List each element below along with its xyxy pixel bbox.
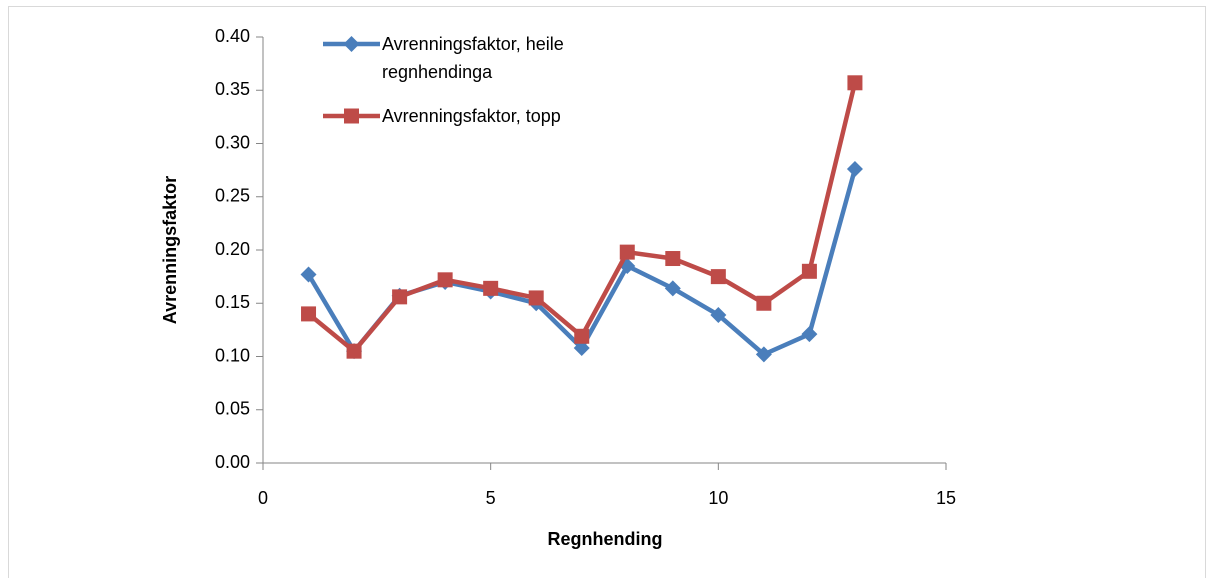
data-point	[710, 306, 727, 323]
data-point	[573, 339, 590, 356]
x-tick-label: 5	[486, 488, 496, 508]
data-point	[846, 161, 863, 178]
data-point	[300, 266, 317, 283]
data-point	[528, 290, 544, 306]
y-tick-label: 0.05	[215, 399, 250, 419]
data-point	[755, 346, 772, 363]
data-point	[801, 263, 817, 279]
data-point	[665, 251, 681, 267]
data-point	[346, 343, 362, 359]
data-point	[847, 75, 863, 91]
data-point	[619, 244, 635, 260]
y-tick-label: 0.00	[215, 452, 250, 472]
data-point	[710, 269, 726, 285]
x-axis-title: Regnhending	[548, 529, 663, 549]
y-tick-label: 0.25	[215, 186, 250, 206]
y-tick-label: 0.40	[215, 26, 250, 46]
x-tick-label: 15	[936, 488, 956, 508]
y-tick-label: 0.35	[215, 79, 250, 99]
y-tick-label: 0.20	[215, 239, 250, 259]
chart-border	[8, 6, 1206, 578]
x-tick-label: 10	[708, 488, 728, 508]
data-point	[301, 306, 317, 322]
data-point	[483, 280, 499, 296]
y-axis-title: Avrenningsfaktor	[160, 176, 180, 324]
legend-marker	[344, 108, 359, 124]
legend-label: Avrenningsfaktor, heile regnhendinga	[382, 34, 564, 82]
data-point	[392, 289, 408, 305]
data-point	[574, 328, 590, 344]
y-tick-label: 0.30	[215, 132, 250, 152]
data-point	[437, 272, 453, 288]
legend-marker	[343, 36, 360, 52]
series-line	[306, 168, 858, 357]
x-tick-label: 0	[258, 488, 268, 508]
legend-label: Avrenningsfaktor, topp	[382, 106, 561, 126]
data-point	[664, 280, 681, 297]
data-point	[756, 295, 772, 311]
y-tick-label: 0.15	[215, 292, 250, 312]
data-point	[801, 326, 818, 343]
y-tick-label: 0.10	[215, 345, 250, 365]
